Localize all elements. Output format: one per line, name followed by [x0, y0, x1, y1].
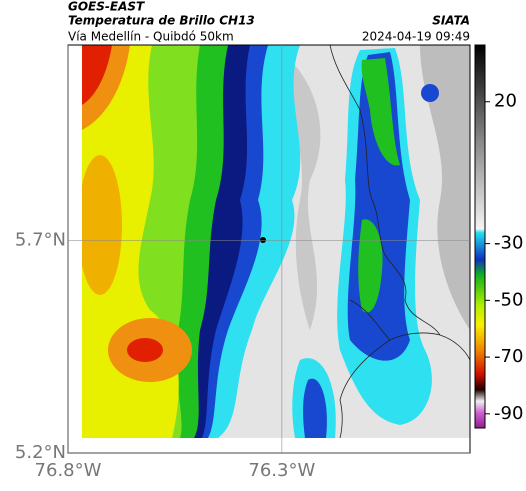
subtitle: Vía Medellín - Quibdó 50km: [68, 30, 234, 44]
colorbar-tick-label: -90: [494, 403, 523, 424]
colorbar-tick-label: -30: [494, 233, 523, 254]
timestamp: 2024-04-19 09:49: [362, 30, 470, 44]
lon-tick-label: 76.3°W: [248, 460, 315, 481]
title: Temperatura de Brillo CH13: [68, 14, 255, 28]
imagery: [82, 45, 470, 438]
colorbar-tick-label: 20: [494, 91, 517, 112]
lon-tick-label: 76.8°W: [35, 460, 102, 481]
colorbar-tick-label: -70: [494, 346, 523, 367]
colorbar: [474, 44, 486, 429]
colorbar-tick-label: -50: [494, 289, 523, 310]
satellite: GOES-EAST: [68, 0, 145, 14]
source: SIATA: [432, 14, 470, 28]
lat-tick-label: 5.7°N: [15, 230, 66, 251]
lat-tick-label: 5.2°N: [15, 442, 66, 463]
